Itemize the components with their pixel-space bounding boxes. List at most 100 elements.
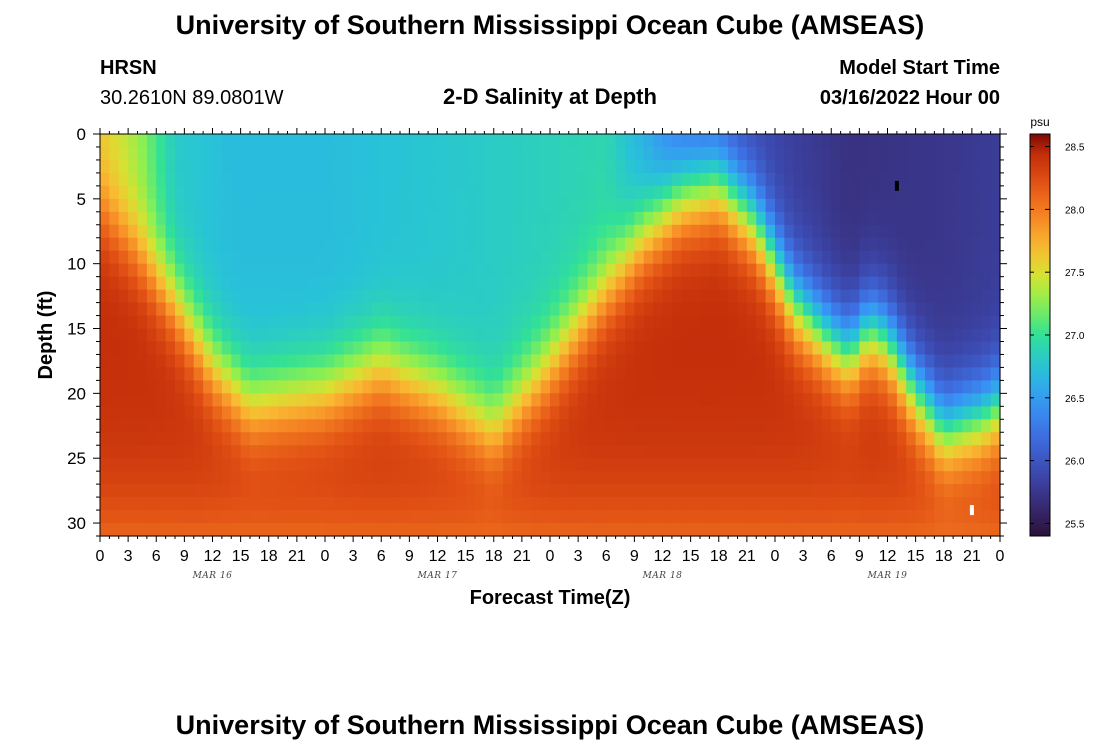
heatmap-cell xyxy=(409,302,420,317)
heatmap-cell xyxy=(653,341,664,356)
heatmap-cell xyxy=(175,328,185,343)
heatmap-cell xyxy=(812,250,823,265)
heatmap-cell xyxy=(540,419,551,433)
heatmap-cell xyxy=(306,419,317,433)
heatmap-cell xyxy=(559,341,570,356)
heatmap-cell xyxy=(221,458,232,472)
heatmap-cell xyxy=(475,237,485,252)
heatmap-cell xyxy=(887,224,898,239)
heatmap-cell xyxy=(868,380,879,394)
heatmap-cell xyxy=(521,445,532,459)
heatmap-cell xyxy=(943,419,954,433)
heatmap-cell xyxy=(231,159,242,174)
heatmap-cell xyxy=(212,367,223,381)
heatmap-cell xyxy=(690,484,701,498)
heatmap-cell xyxy=(634,224,645,239)
heatmap-cell xyxy=(156,380,167,394)
heatmap-cell xyxy=(681,458,692,472)
heatmap-cell xyxy=(475,328,485,343)
heatmap-cell xyxy=(128,497,139,511)
heatmap-cell xyxy=(784,406,795,420)
heatmap-cell xyxy=(165,276,176,291)
heatmap-cell xyxy=(531,484,542,498)
heatmap-cell xyxy=(737,341,748,356)
heatmap-cell xyxy=(353,276,364,291)
heatmap-cell xyxy=(634,302,645,317)
heatmap-cell xyxy=(981,159,992,174)
heatmap-cell xyxy=(550,354,560,369)
heatmap-cell xyxy=(700,185,710,200)
x-tick-label: 12 xyxy=(654,548,672,565)
heatmap-cell xyxy=(971,250,982,265)
heatmap-cell xyxy=(128,354,139,369)
heatmap-cell xyxy=(690,250,701,265)
heatmap-cell xyxy=(587,237,598,252)
heatmap-cell xyxy=(578,315,589,330)
heatmap-cell xyxy=(662,237,673,252)
heatmap-cell xyxy=(512,419,523,433)
heatmap-cell xyxy=(493,276,504,291)
heatmap-cell xyxy=(775,523,785,537)
heatmap-cell xyxy=(212,354,223,369)
heatmap-cell xyxy=(643,159,654,174)
heatmap-cell xyxy=(643,146,654,161)
heatmap-cell xyxy=(812,354,823,369)
heatmap-cell xyxy=(625,328,635,343)
heatmap-cell xyxy=(193,185,204,200)
heatmap-cell xyxy=(343,393,354,407)
heatmap-cell xyxy=(240,250,251,265)
heatmap-cell xyxy=(259,367,270,381)
heatmap-cell xyxy=(203,302,214,317)
heatmap-cell xyxy=(381,380,392,394)
heatmap-cell xyxy=(118,484,129,498)
heatmap-cell xyxy=(925,406,935,420)
heatmap-cell xyxy=(400,458,410,472)
heatmap-cell xyxy=(925,523,935,537)
heatmap-cell xyxy=(287,367,298,381)
heatmap-cell xyxy=(859,354,870,369)
heatmap-cell xyxy=(503,393,514,407)
heatmap-cell xyxy=(446,134,457,148)
heatmap-cell xyxy=(737,134,748,148)
heatmap-cell xyxy=(259,406,270,420)
heatmap-cell xyxy=(362,432,373,446)
heatmap-cell xyxy=(437,134,448,148)
heatmap-cell xyxy=(803,315,814,330)
heatmap-cell xyxy=(221,224,232,239)
heatmap-cell xyxy=(775,250,785,265)
heatmap-cell xyxy=(990,172,1001,187)
heatmap-cell xyxy=(568,484,579,498)
heatmap-cell xyxy=(221,172,232,187)
heatmap-cell xyxy=(184,250,195,265)
heatmap-cell xyxy=(315,237,326,252)
heatmap-cell xyxy=(784,393,795,407)
heatmap-cell xyxy=(746,250,757,265)
heatmap-cell xyxy=(793,458,804,472)
heatmap-cell xyxy=(165,250,176,265)
heatmap-cell xyxy=(175,250,185,265)
heatmap-cell xyxy=(690,445,701,459)
heatmap-cell xyxy=(831,172,842,187)
heatmap-cell xyxy=(596,211,607,226)
heatmap-cell xyxy=(906,328,917,343)
heatmap-cell xyxy=(287,471,298,485)
heatmap-cell xyxy=(971,419,982,433)
heatmap-cell xyxy=(306,432,317,446)
heatmap-cell xyxy=(615,276,626,291)
heatmap-cell xyxy=(493,510,504,524)
heatmap-cell xyxy=(428,146,439,161)
heatmap-cell xyxy=(409,159,420,174)
heatmap-cell xyxy=(690,263,701,278)
heatmap-cell xyxy=(118,367,129,381)
heatmap-cell xyxy=(446,419,457,433)
heatmap-cell xyxy=(475,367,485,381)
heatmap-cell xyxy=(568,523,579,537)
heatmap-cell xyxy=(109,419,120,433)
heatmap-cell xyxy=(306,380,317,394)
heatmap-cell xyxy=(221,354,232,369)
heatmap-cell xyxy=(718,510,729,524)
heatmap-cell xyxy=(915,185,926,200)
heatmap-cell xyxy=(400,198,410,213)
heatmap-cell xyxy=(887,211,898,226)
heatmap-cell xyxy=(540,341,551,356)
